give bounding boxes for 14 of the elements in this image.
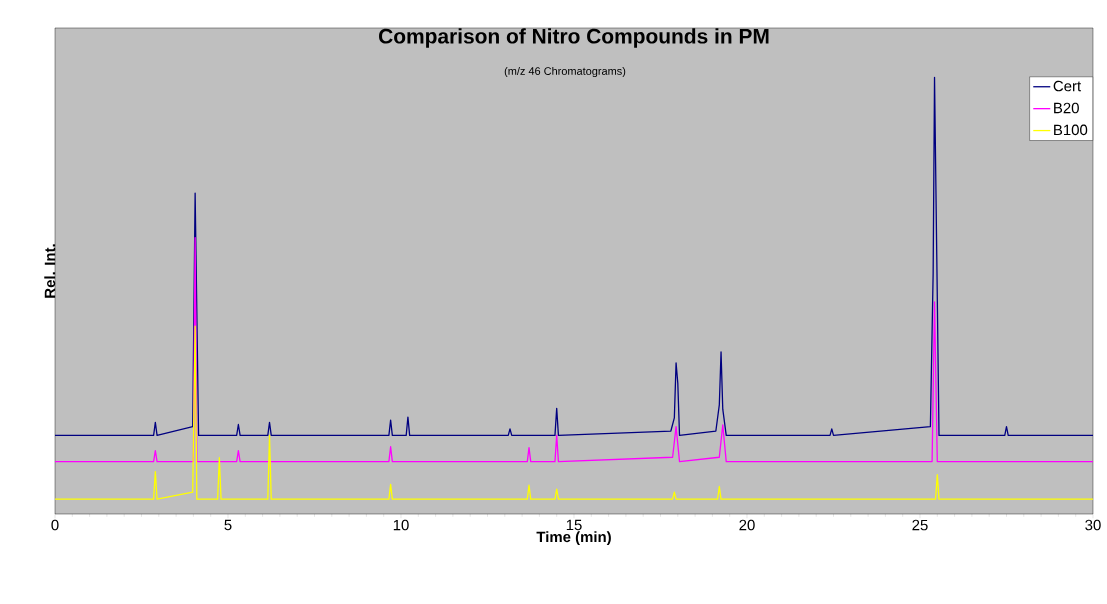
x-tick-label: 10: [393, 519, 409, 531]
x-tick-label: 15: [566, 519, 582, 531]
x-tick-label: 0: [51, 519, 59, 531]
x-tick-label: 5: [224, 519, 232, 531]
legend-label: B20: [1054, 102, 1079, 114]
x-tick-label: 20: [739, 519, 755, 531]
chart-subtitle: (m/z 46 Chromatograms): [504, 66, 626, 78]
legend-label: B100: [1054, 124, 1088, 136]
x-axis-title: Time (min): [536, 531, 611, 546]
x-tick-label: 25: [912, 519, 928, 531]
x-tick-label: 30: [1085, 519, 1101, 531]
legend-label: Cert: [1053, 80, 1082, 92]
y-axis-title: Rel. Int.: [44, 244, 56, 298]
chart-title: Comparison of Nitro Compounds in PM: [379, 28, 769, 48]
